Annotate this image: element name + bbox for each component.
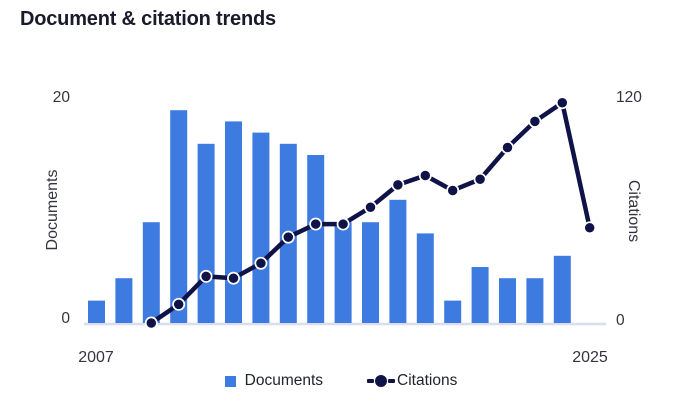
documents-swatch-icon — [224, 375, 236, 387]
bar-2023[interactable] — [526, 278, 544, 323]
bar-2009[interactable] — [142, 222, 160, 323]
bar-2024[interactable] — [553, 255, 571, 323]
right-axis-tick-min: 0 — [616, 312, 625, 329]
citation-point-2024[interactable] — [555, 96, 569, 110]
bar-2017[interactable] — [362, 222, 379, 323]
citation-point-2010[interactable] — [172, 297, 186, 311]
citation-point-2012[interactable] — [227, 271, 240, 285]
citation-point-2021[interactable] — [473, 172, 487, 186]
citation-point-2017[interactable] — [364, 200, 377, 214]
x-axis-label-last: 2025 — [572, 349, 608, 366]
left-axis-tick-min: 0 — [61, 310, 70, 327]
legend: Documents Citations — [0, 372, 682, 390]
legend-item-documents[interactable]: Documents — [224, 372, 324, 390]
legend-item-citations[interactable]: Citations — [367, 372, 457, 390]
bar-2013[interactable] — [252, 132, 270, 323]
chart-title: Document & citation trends — [20, 8, 276, 30]
citation-point-2009[interactable] — [144, 316, 158, 330]
citation-point-2015[interactable] — [309, 217, 323, 231]
citation-point-2019[interactable] — [418, 169, 432, 182]
bar-2010[interactable] — [170, 110, 188, 323]
citation-point-2013[interactable] — [254, 256, 268, 270]
bar-2007[interactable] — [88, 300, 105, 323]
right-axis-tick-max: 120 — [616, 89, 642, 106]
citation-point-2014[interactable] — [281, 230, 295, 244]
bar-2008[interactable] — [115, 278, 133, 323]
bar-2022[interactable] — [499, 278, 516, 323]
bar-2011[interactable] — [197, 143, 215, 323]
bar-2015[interactable] — [307, 155, 325, 323]
bar-2016[interactable] — [334, 222, 352, 323]
x-axis-label-first: 2007 — [78, 349, 114, 366]
left-axis-tick-max: 20 — [52, 89, 70, 106]
legend-label-documents: Documents — [244, 372, 324, 389]
citations-line-marker-icon — [367, 375, 396, 387]
bar-2021[interactable] — [471, 267, 489, 323]
citation-point-2016[interactable] — [336, 217, 350, 231]
bar-2018[interactable] — [389, 199, 407, 323]
citation-point-2022[interactable] — [501, 141, 514, 154]
legend-label-citations: Citations — [397, 372, 458, 389]
bar-2020[interactable] — [444, 300, 462, 323]
citation-point-2011[interactable] — [199, 269, 213, 283]
bar-2012[interactable] — [225, 121, 242, 324]
citation-point-2025[interactable] — [583, 221, 597, 235]
citation-point-2020[interactable] — [446, 184, 460, 197]
bar-2019[interactable] — [416, 233, 434, 323]
citation-point-2023[interactable] — [528, 114, 542, 128]
citation-point-2018[interactable] — [391, 178, 405, 192]
